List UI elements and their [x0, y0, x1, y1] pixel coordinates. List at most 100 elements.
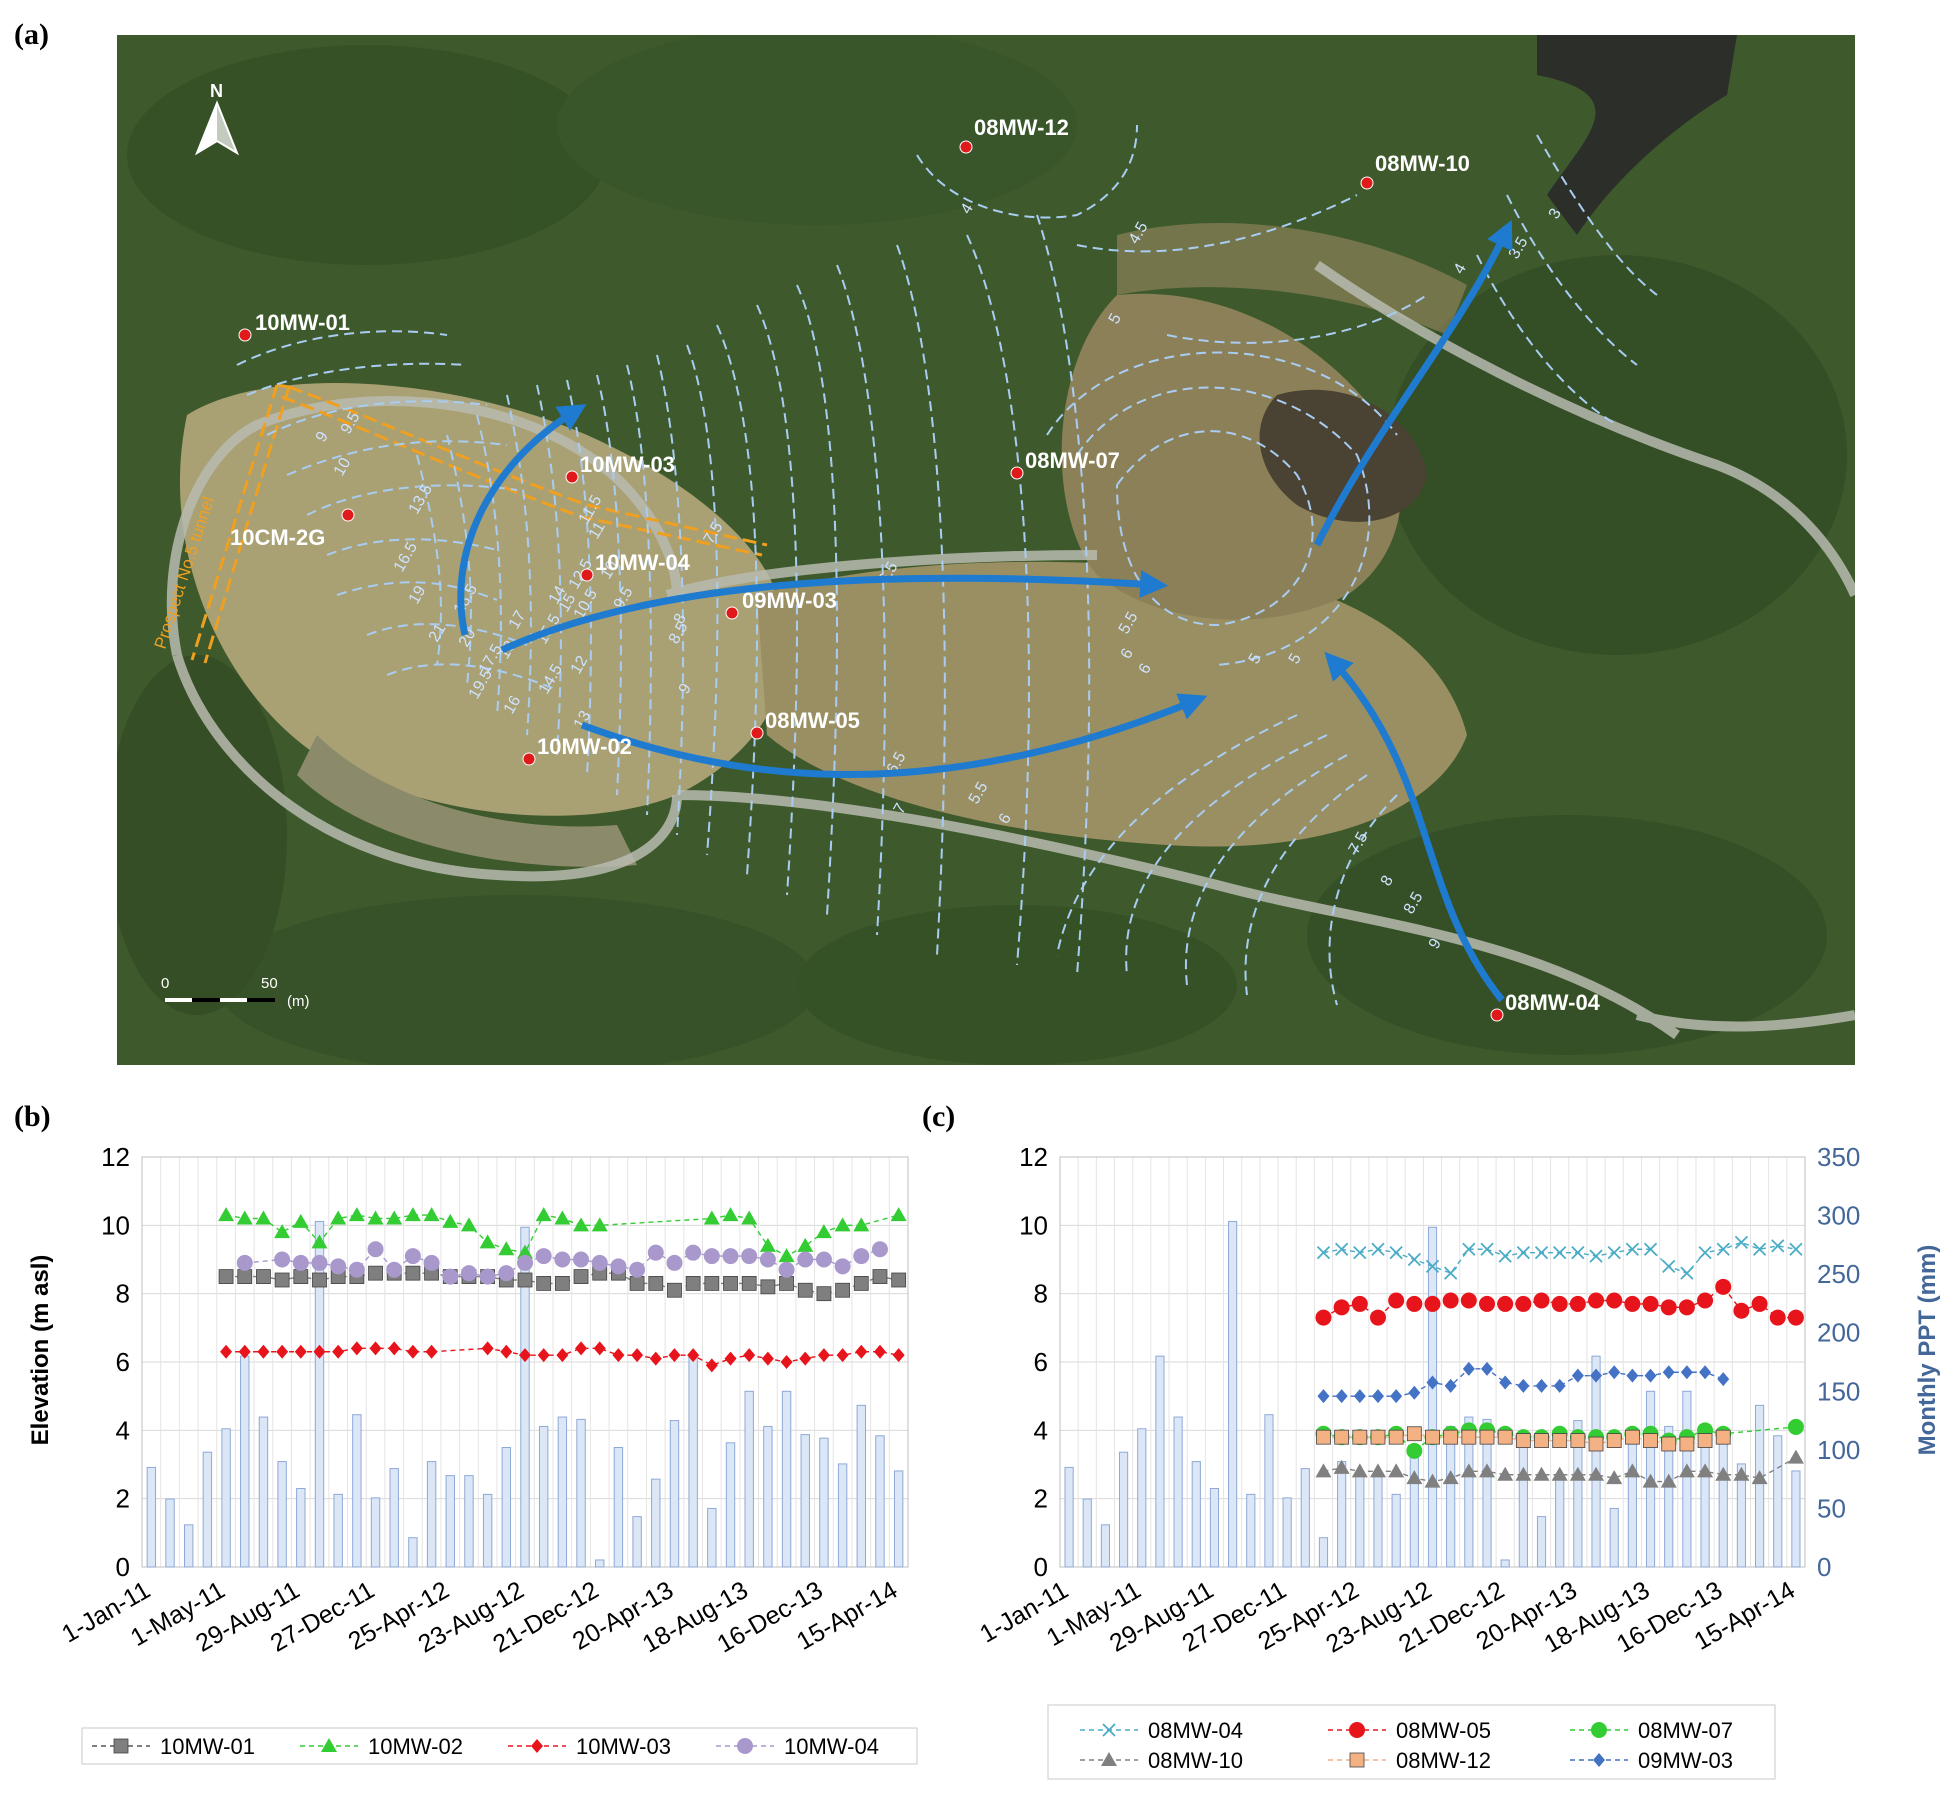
well-markers: 10MW-01 10MW-03 10CM-2G 10MW-04 09MW-03 10MW-… [230, 115, 1601, 1022]
series-point [1460, 1463, 1477, 1478]
precip-bar [1736, 1463, 1746, 1568]
series-point [236, 1254, 253, 1271]
flow-arrow-northeast [1313, 219, 1513, 547]
series-point [1481, 1361, 1494, 1376]
series-point [1334, 1429, 1350, 1445]
series-point [1697, 1292, 1714, 1309]
series-point [724, 1351, 737, 1366]
series-point [591, 1217, 608, 1232]
series-point [1697, 1433, 1713, 1448]
well-marker [1010, 466, 1024, 480]
precip-bar [1754, 1404, 1765, 1568]
well-marker [725, 606, 739, 620]
series-08MW-10 [1315, 1449, 1804, 1488]
chart-c-y2-tick: 250 [1817, 1259, 1860, 1289]
series-point [1388, 1463, 1405, 1478]
contour-line [896, 244, 946, 956]
series-point [761, 1351, 774, 1366]
series-point [460, 1265, 477, 1282]
well-label: 08MW-05 [765, 708, 860, 733]
series-point [797, 1251, 814, 1268]
contour-line [236, 330, 448, 366]
series-point [1388, 1429, 1404, 1445]
series-point [536, 1276, 552, 1291]
series-point [1571, 1368, 1584, 1383]
series-point [1515, 1433, 1531, 1448]
series-08MW-05 [1315, 1278, 1804, 1326]
series-point [517, 1272, 533, 1288]
series-point [799, 1351, 812, 1366]
series-point [685, 1244, 702, 1261]
contour-line [266, 400, 488, 436]
legend-item: 08MW-07 [1570, 1718, 1733, 1743]
series-point [255, 1210, 272, 1225]
series-point [835, 1282, 851, 1298]
chart-c-y2-tick: 200 [1817, 1318, 1860, 1348]
contour-line [1076, 194, 1358, 253]
precip-bar [314, 1220, 325, 1568]
precip-bar [1064, 1466, 1074, 1568]
series-point [1388, 1292, 1405, 1309]
series-point [274, 1224, 291, 1239]
precip-bar [426, 1461, 437, 1568]
series-point [1660, 1473, 1677, 1488]
series-point [1715, 1466, 1732, 1481]
series-point [1497, 1429, 1513, 1445]
chart-c-precip-bars [1064, 1220, 1801, 1568]
series-point [1369, 1463, 1386, 1478]
series-point [388, 1341, 401, 1356]
series-point [1715, 1429, 1731, 1445]
series-point [537, 1348, 550, 1363]
chart-b-y-tick: 6 [116, 1347, 130, 1377]
legend-point [113, 1738, 129, 1754]
precip-bar [875, 1435, 885, 1568]
series-point [1624, 1429, 1640, 1445]
precip-bar [352, 1414, 362, 1568]
chart-c-y-tick: 10 [1019, 1210, 1048, 1240]
series-point [1315, 1309, 1332, 1326]
series-point [1351, 1463, 1368, 1478]
series-point [816, 1286, 832, 1302]
series-point [1751, 1295, 1768, 1312]
series-point [1625, 1242, 1640, 1256]
series-point [1406, 1295, 1423, 1312]
contour-line [626, 364, 652, 816]
series-point [274, 1251, 291, 1268]
series-point [1678, 1463, 1695, 1478]
series-point [1679, 1436, 1695, 1452]
series-point [649, 1351, 662, 1366]
series-point [741, 1210, 758, 1225]
series-point [1406, 1442, 1423, 1459]
series-point [1608, 1365, 1621, 1380]
series-point [722, 1248, 739, 1265]
contour-line [1476, 254, 1618, 426]
legend-label: 08MW-04 [1148, 1718, 1243, 1743]
contour-line [326, 538, 498, 556]
chart-b-y-tick: 2 [116, 1484, 130, 1514]
series-point [1333, 1299, 1350, 1316]
north-label: N [210, 81, 223, 101]
series-point [554, 1210, 571, 1225]
series-point [517, 1254, 533, 1271]
series-point [1425, 1429, 1440, 1445]
series-point [1442, 1292, 1459, 1309]
legend-item: 10MW-01 [92, 1734, 255, 1759]
precip-bar [258, 1416, 269, 1568]
precip-bar [1718, 1437, 1728, 1568]
series-point [1442, 1470, 1459, 1485]
series-point [1697, 1463, 1714, 1478]
chart-c-svg: Monthly PPT (mm) 0 2 4 6 8 10 12 0 50 100 150 200 25… [975, 1142, 1941, 1780]
contour-label: 21 [426, 621, 450, 645]
series-point [743, 1348, 756, 1363]
precip-bar [333, 1493, 343, 1568]
series-point [1751, 1470, 1768, 1485]
series-point [479, 1234, 496, 1249]
precip-bar [1373, 1475, 1383, 1568]
series-point [1678, 1299, 1695, 1316]
series-point [1643, 1433, 1658, 1448]
legend-point [1349, 1722, 1365, 1738]
series-point [1462, 1361, 1475, 1376]
precip-bar [1264, 1414, 1274, 1568]
series-point [666, 1254, 683, 1271]
series-point [1497, 1295, 1514, 1312]
